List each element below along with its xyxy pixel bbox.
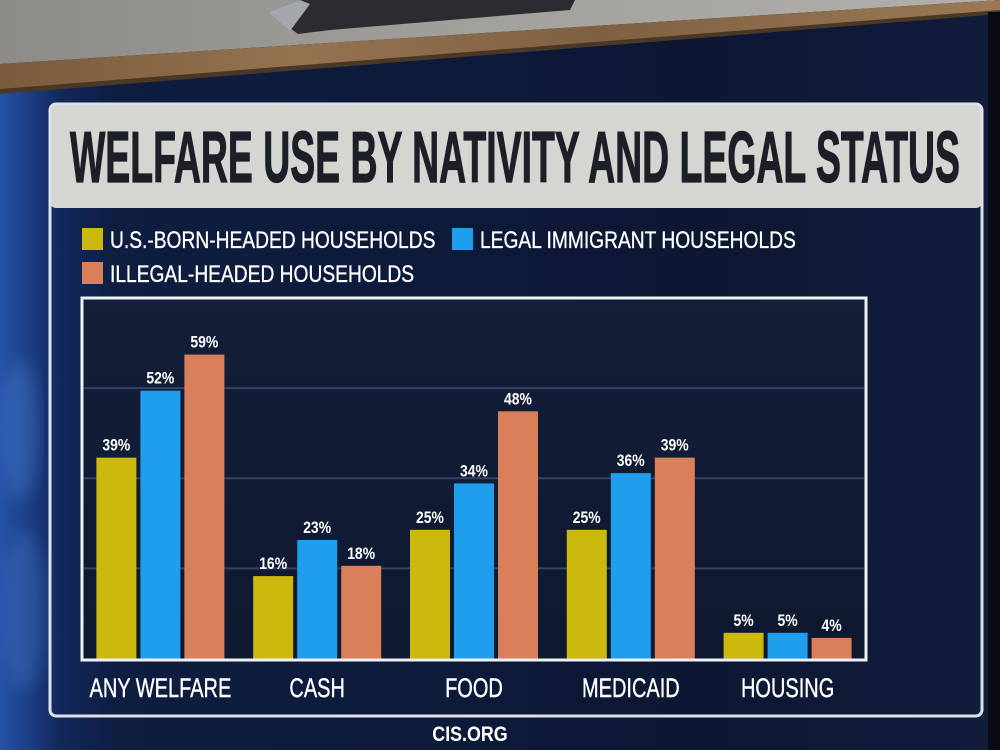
value-unit: % xyxy=(520,389,532,408)
source-label: CIS.ORG xyxy=(432,723,507,746)
bar-any-welfare-illegal-headed-households xyxy=(184,354,225,659)
category-label-medicaid: MEDICAID xyxy=(582,673,680,703)
bar-any-welfare-legal-immigrant-households xyxy=(140,390,181,659)
value-unit: % xyxy=(275,554,287,573)
category-label-any-welfare: ANY WELFARE xyxy=(90,673,232,703)
legend-swatch-us-born xyxy=(82,228,103,250)
legend: U.S.-BORN-HEADED HOUSEHOLDS LEGAL IMMIGR… xyxy=(82,227,796,288)
tv-mount-highlight xyxy=(268,0,310,31)
value-unit: % xyxy=(741,611,753,630)
value-label-food-legal-immigrant-households: 34% xyxy=(460,461,488,480)
value-number: 34 xyxy=(460,461,476,480)
value-number: 25 xyxy=(573,508,589,527)
bar-food-legal-immigrant-households xyxy=(454,483,494,659)
value-label-housing-u-s-born-headed-households: 5% xyxy=(734,611,754,630)
value-unit: % xyxy=(319,518,331,537)
value-number: 4 xyxy=(822,616,830,635)
value-unit: % xyxy=(476,461,488,480)
value-number: 48 xyxy=(504,389,520,408)
bar-housing-u-s-born-headed-households xyxy=(723,632,764,659)
value-unit: % xyxy=(432,508,444,527)
value-label-medicaid-u-s-born-headed-households: 25% xyxy=(573,508,601,527)
value-number: 36 xyxy=(617,451,633,470)
legend-swatch-legal-immigrant xyxy=(452,228,473,250)
value-unit: % xyxy=(118,436,130,455)
value-label-food-u-s-born-headed-households: 25% xyxy=(416,508,444,527)
value-unit: % xyxy=(206,333,218,352)
value-unit: % xyxy=(676,436,688,455)
value-label-cash-u-s-born-headed-households: 16% xyxy=(259,554,287,573)
tv-mount xyxy=(268,0,575,34)
bar-housing-legal-immigrant-households xyxy=(767,632,808,659)
chart-title: WELFARE USE BY NATIVITY AND LEGAL STATUS xyxy=(70,118,960,198)
value-number: 52 xyxy=(146,369,162,388)
legend-label-us-born: U.S.-BORN-HEADED HOUSEHOLDS xyxy=(110,227,435,254)
value-unit: % xyxy=(363,544,375,563)
bar-cash-legal-immigrant-households xyxy=(297,540,338,659)
value-label-cash-legal-immigrant-households: 23% xyxy=(303,518,331,537)
bar-cash-illegal-headed-households xyxy=(341,565,382,659)
category-labels: ANY WELFARE CASH FOOD MEDICAID HOUSING xyxy=(89,673,834,703)
category-label-food: FOOD xyxy=(445,673,503,703)
value-unit: % xyxy=(785,611,797,630)
outer-frame xyxy=(48,102,984,718)
bar-medicaid-u-s-born-headed-households xyxy=(566,529,607,659)
screen-glow xyxy=(2,530,46,690)
bar-any-welfare-u-s-born-headed-households xyxy=(96,457,137,659)
value-number: 18 xyxy=(347,544,363,563)
value-unit: % xyxy=(162,369,174,388)
bar-medicaid-illegal-headed-households xyxy=(654,457,695,659)
value-number: 39 xyxy=(661,436,677,455)
value-number: 59 xyxy=(190,333,206,352)
wood-frame-shadow xyxy=(0,10,1000,94)
bar-housing-illegal-headed-households xyxy=(811,637,852,659)
value-labels: 39%52%59%16%23%18%25%34%48%25%36%39%5% 5%… xyxy=(102,333,841,635)
value-label-medicaid-illegal-headed-households: 39% xyxy=(661,436,689,455)
value-label-any-welfare-legal-immigrant-households: 52% xyxy=(146,369,174,388)
value-label-housing-legal-immigrant-households: 5% xyxy=(778,611,798,630)
bar-cash-u-s-born-headed-households xyxy=(253,576,294,659)
value-unit: % xyxy=(829,616,841,635)
value-number: 5 xyxy=(734,611,742,630)
value-label-housing-illegal-headed-households: 4% xyxy=(822,616,842,635)
legend-label-illegal-headed: ILLEGAL-HEADED HOUSEHOLDS xyxy=(110,261,414,288)
value-number: 16 xyxy=(259,554,275,573)
legend-label-legal-immigrant: LEGAL IMMIGRANT HOUSEHOLDS xyxy=(480,227,796,254)
bars xyxy=(96,354,852,659)
value-unit: % xyxy=(632,451,644,470)
category-label-cash: CASH xyxy=(289,673,345,703)
bar-medicaid-legal-immigrant-households xyxy=(610,473,651,659)
value-label-medicaid-legal-immigrant-households: 36% xyxy=(617,451,645,470)
value-number: 25 xyxy=(416,508,432,527)
bar-food-u-s-born-headed-households xyxy=(410,529,450,659)
screen-glow xyxy=(0,360,40,500)
value-number: 23 xyxy=(303,518,319,537)
value-label-any-welfare-u-s-born-headed-households: 39% xyxy=(102,436,130,455)
value-label-cash-illegal-headed-households: 18% xyxy=(347,544,375,563)
value-number: 39 xyxy=(102,436,118,455)
category-label-housing: HOUSING xyxy=(741,673,834,703)
legend-swatch-illegal-headed xyxy=(82,262,103,284)
screen-bezel-right xyxy=(988,12,1000,750)
bar-food-illegal-headed-households xyxy=(498,411,538,659)
value-unit: % xyxy=(588,508,600,527)
title-band xyxy=(50,104,982,208)
value-number: 5 xyxy=(778,611,786,630)
value-label-food-illegal-headed-households: 48% xyxy=(504,389,532,408)
value-label-any-welfare-illegal-headed-households: 59% xyxy=(190,333,218,352)
